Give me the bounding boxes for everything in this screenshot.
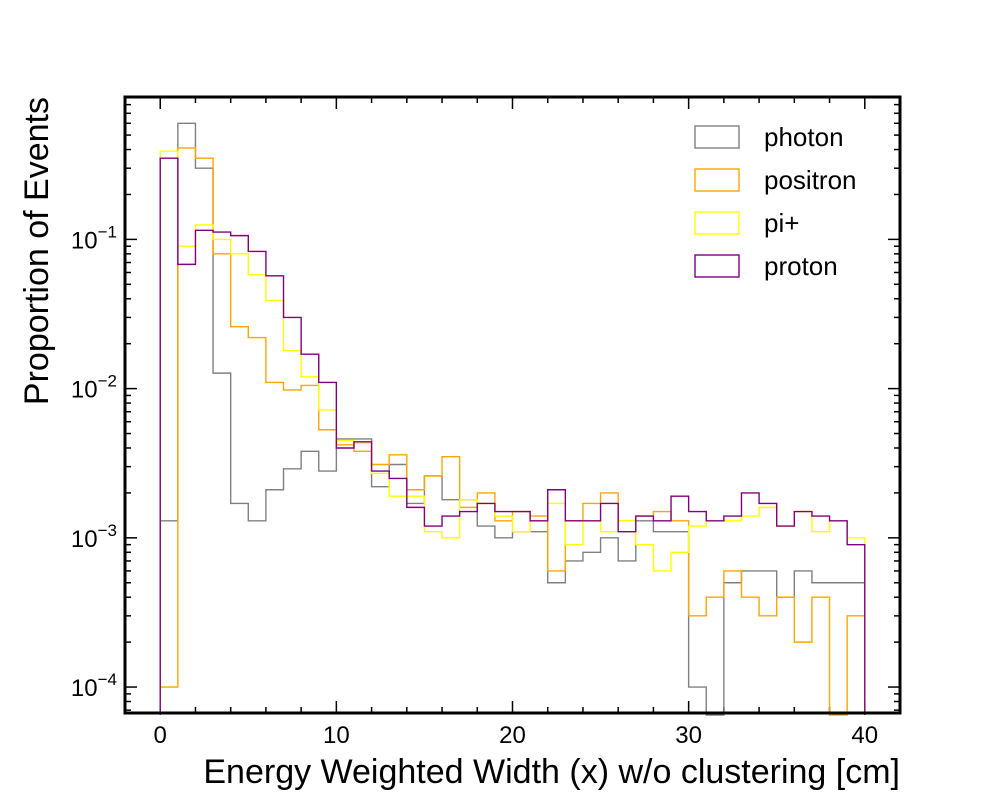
legend-swatch-pi- <box>694 211 740 235</box>
y-tick-label: 10−2 <box>71 372 117 404</box>
legend: photon positron pi+ proton <box>694 122 857 281</box>
y-tick-label: 10−4 <box>71 670 117 702</box>
plot-frame <box>123 95 902 715</box>
series-layer <box>159 122 866 716</box>
y-tick-label: 10−1 <box>71 222 117 254</box>
series-line-proton <box>159 157 866 715</box>
x-tick-label: 30 <box>675 722 702 749</box>
y-tick-label: 10−3 <box>71 521 117 553</box>
x-tick-labels: 0 10 20 30 40 <box>154 722 879 749</box>
x-tick-label: 40 <box>851 722 878 749</box>
x-tick-label: 0 <box>154 722 167 749</box>
x-axis-title: Energy Weighted Width (x) w/o clustering… <box>203 753 900 791</box>
series-line-positron <box>159 147 866 716</box>
series-line-pi- <box>159 150 866 715</box>
y-tick-labels: 10−4 10−3 10−2 10−1 <box>71 222 117 702</box>
legend-swatch-positron <box>694 168 740 192</box>
legend-label-photon: photon <box>764 122 844 152</box>
legend-swatch-proton <box>694 254 740 278</box>
legend-label-positron: positron <box>764 165 857 195</box>
legend-label-proton: proton <box>764 251 838 281</box>
legend-swatch-photon <box>694 125 740 149</box>
series-line-photon <box>159 122 866 716</box>
legend-label-pi-: pi+ <box>764 208 799 238</box>
y-axis-title: Proportion of Events <box>18 97 56 405</box>
x-tick-label: 20 <box>499 722 526 749</box>
x-tick-label: 10 <box>323 722 350 749</box>
